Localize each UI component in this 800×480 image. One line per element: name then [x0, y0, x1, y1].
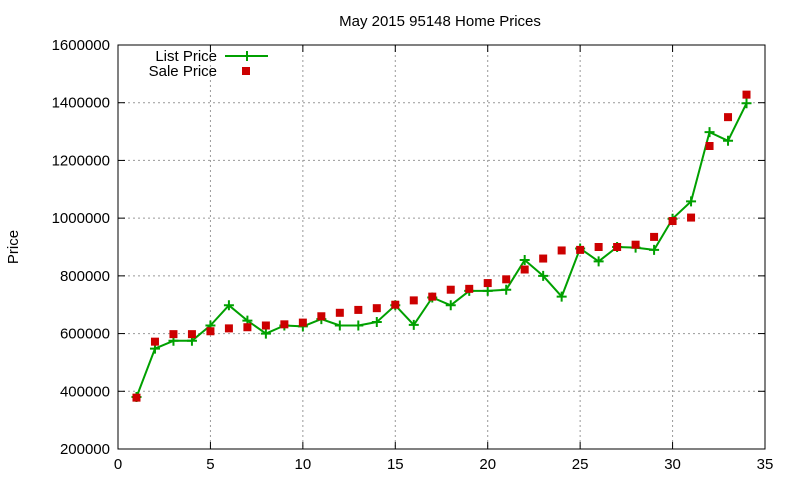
list-price-point — [704, 127, 715, 138]
list-price-point — [723, 135, 734, 146]
sale-price-point — [594, 243, 603, 251]
list-price-point — [334, 320, 345, 331]
sale-price-point — [705, 142, 714, 150]
sale-price-point — [243, 323, 252, 332]
sale-price-point — [372, 304, 381, 313]
y-tick-label: 200000 — [60, 441, 110, 458]
sale-price-point — [187, 330, 196, 339]
y-axis-label: Price — [5, 230, 22, 264]
y-tick-labels: 200000 400000 600000 800000 1000000 1200000 14… — [52, 37, 110, 458]
chart-title: May 2015 95148 Home Prices — [339, 13, 541, 30]
legend-marker-sale-price — [242, 67, 250, 75]
legend: List Price Sale Price — [149, 48, 268, 80]
x-tick-label: 20 — [479, 456, 496, 473]
sale-price-point — [280, 320, 289, 329]
list-price-point — [445, 300, 456, 311]
list-price-point — [260, 328, 271, 339]
x-tick-label: 35 — [757, 456, 774, 473]
sale-price-point — [446, 285, 455, 294]
grid-lines — [118, 45, 765, 449]
list-price-point — [223, 300, 234, 311]
sale-price-point — [298, 318, 307, 327]
list-price-point — [501, 284, 512, 295]
x-tick-label: 30 — [664, 456, 681, 473]
sale-price-point — [206, 327, 215, 336]
sale-price-point — [520, 265, 529, 274]
x-tick-label: 15 — [387, 456, 404, 473]
sale-price-point — [465, 284, 474, 293]
sale-price-point — [150, 337, 159, 346]
list-price-point — [686, 196, 697, 207]
legend-label-list-price: List Price — [155, 48, 217, 65]
sale-price-point — [317, 312, 326, 321]
sale-price-point — [428, 292, 437, 301]
list-price-point — [649, 244, 660, 255]
sale-price-point — [409, 296, 418, 305]
x-tick-labels: 0 5 10 15 20 25 30 35 — [114, 456, 774, 473]
sale-price-point — [557, 246, 566, 255]
sale-price-point — [650, 232, 659, 241]
sale-price-point — [483, 279, 492, 288]
x-tick-label: 25 — [572, 456, 589, 473]
axis-ticks — [117, 44, 766, 450]
list-price-point — [593, 256, 604, 267]
x-tick-label: 0 — [114, 456, 122, 473]
sale-price-point — [576, 245, 585, 254]
sale-price-point — [224, 324, 233, 333]
y-tick-label: 1200000 — [52, 152, 110, 169]
list-price-point — [538, 270, 549, 281]
list-price-point — [556, 291, 567, 302]
list-price-point — [519, 254, 530, 265]
list-price-point — [482, 285, 493, 296]
sale-price-point — [631, 240, 640, 249]
sale-price-point — [613, 243, 622, 251]
list-price-point — [371, 317, 382, 328]
list-price-line — [135, 102, 748, 398]
sale-price-series — [132, 90, 751, 402]
y-tick-label: 1400000 — [52, 95, 110, 112]
list-price-point — [408, 319, 419, 330]
list-price-point — [353, 320, 364, 331]
x-tick-label: 10 — [295, 456, 312, 473]
sale-price-point — [539, 254, 548, 263]
sale-price-point — [169, 330, 178, 339]
y-tick-label: 1000000 — [52, 210, 110, 227]
y-tick-label: 400000 — [60, 383, 110, 400]
list-price-series — [131, 98, 752, 403]
sale-price-point — [724, 113, 733, 122]
sale-price-point — [687, 213, 696, 222]
x-tick-label: 5 — [206, 456, 214, 473]
sale-price-point — [335, 308, 344, 317]
sale-price-point — [742, 90, 751, 99]
y-tick-label: 1600000 — [52, 37, 110, 54]
sale-price-point — [502, 275, 511, 284]
sale-price-point — [391, 300, 400, 309]
y-tick-label: 800000 — [60, 268, 110, 285]
sale-price-point — [354, 305, 363, 314]
legend-marker-list-price — [242, 51, 252, 61]
list-price-point — [741, 98, 752, 109]
plot-area-border — [117, 44, 766, 450]
y-tick-label: 600000 — [60, 326, 110, 343]
sale-price-point — [132, 393, 141, 402]
legend-label-sale-price: Sale Price — [149, 63, 217, 80]
sale-price-point — [668, 217, 677, 226]
sale-price-point — [261, 321, 270, 330]
